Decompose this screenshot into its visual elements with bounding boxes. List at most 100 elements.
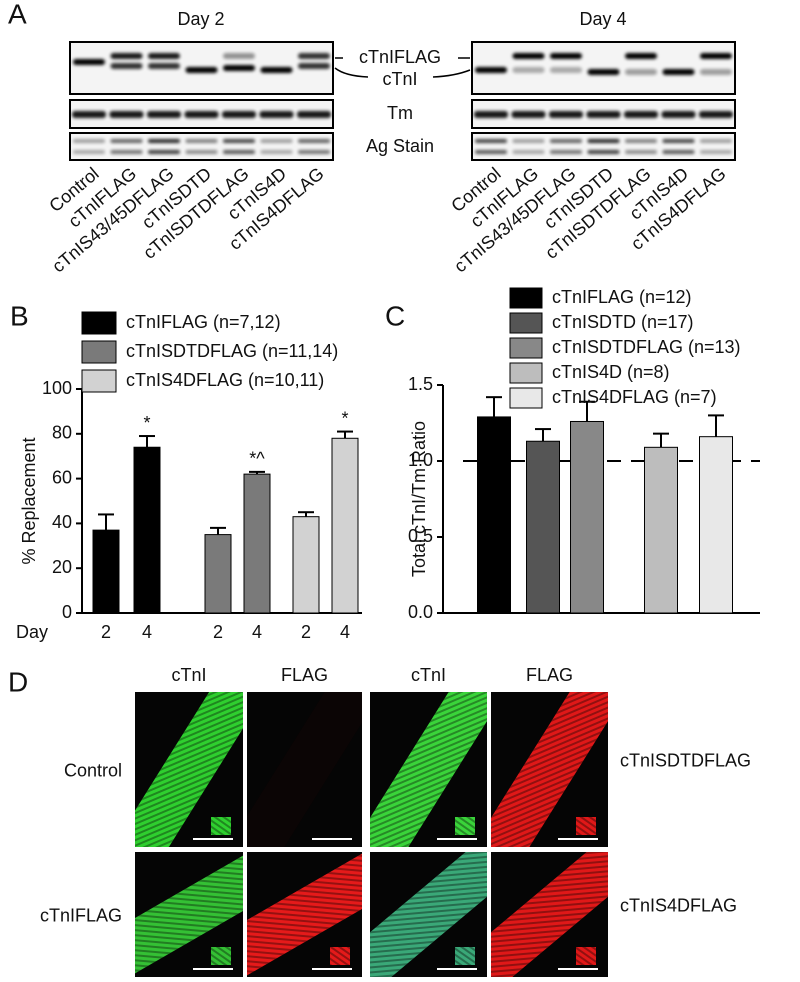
bar [570, 420, 604, 614]
band-pointer [432, 69, 471, 78]
blot-band [625, 150, 657, 154]
blot-band [260, 67, 293, 73]
blot-band [260, 139, 293, 143]
blot-band [700, 69, 732, 75]
x-tick-label: 2 [301, 622, 311, 642]
y-tick-label: 0.5 [408, 526, 433, 546]
legend-label: cTnISDTDFLAG (n=11,14) [126, 341, 338, 361]
blot-band [148, 63, 180, 69]
inset-striations [211, 947, 231, 965]
y-tick-label: 0 [62, 602, 72, 622]
inset-striations [576, 947, 596, 965]
blot-band [550, 150, 582, 154]
inset-striations [455, 947, 475, 965]
y-tick-label: 80 [52, 423, 72, 443]
blot-band [185, 67, 218, 73]
blot-band [625, 53, 657, 59]
column-header: FLAG [281, 665, 328, 685]
y-tick-label: 40 [52, 512, 72, 532]
legend-swatch [81, 369, 117, 393]
micrograph [247, 852, 362, 977]
blot-band [475, 67, 507, 73]
blot-band [298, 150, 330, 154]
cell-striations [491, 852, 608, 977]
band-pointer [334, 67, 369, 78]
legend-label: cTnIFLAG (n=12) [552, 287, 692, 307]
blot-band [512, 139, 545, 143]
blot-band [148, 150, 180, 154]
legend-swatch [81, 340, 117, 364]
blot-band [298, 139, 330, 143]
cell-striations [370, 852, 487, 977]
blot-band [297, 111, 331, 118]
blot-band [587, 150, 620, 154]
x-tick-label: 4 [252, 622, 262, 642]
legend-swatch [509, 312, 543, 334]
blot-frame [69, 132, 334, 161]
inset-striations [211, 817, 231, 835]
blot-band [185, 139, 218, 143]
blot-band [474, 111, 508, 118]
column-header: FLAG [526, 665, 573, 685]
blot-band [586, 111, 621, 118]
blot-band [550, 53, 582, 59]
panel-label: B [10, 300, 29, 331]
bar [477, 416, 511, 614]
blot-band [550, 67, 582, 73]
blot-band [73, 139, 105, 143]
micrograph [491, 852, 608, 977]
x-axis-label: Day [16, 622, 48, 642]
cell-striations [491, 692, 608, 847]
bar [204, 534, 232, 614]
legend-swatch [509, 362, 543, 384]
blot-band [625, 69, 657, 75]
blot-band [72, 111, 106, 118]
y-tick-label: 20 [52, 557, 72, 577]
bar [243, 473, 271, 614]
micrograph [370, 692, 487, 847]
row-label: Control [64, 760, 122, 780]
blot-band [110, 150, 143, 154]
y-tick-label: 100 [42, 378, 72, 398]
day-label: Day 4 [579, 9, 626, 29]
blot-band [110, 63, 143, 69]
blot-band [298, 53, 330, 59]
blot-band [699, 111, 733, 118]
blot-band [223, 65, 255, 71]
micrograph [247, 692, 362, 847]
row-label: cTnIFLAG [40, 905, 122, 925]
micrograph [135, 852, 243, 977]
blot-band [587, 69, 620, 75]
micrograph [370, 852, 487, 977]
blot-band [148, 139, 180, 143]
cell-striations [135, 852, 243, 977]
y-axis-label: % Replacement [19, 437, 39, 564]
blot-band [73, 150, 105, 154]
blot-band [148, 53, 180, 59]
bar [644, 446, 678, 614]
legend-swatch [509, 337, 543, 359]
blot-band [73, 59, 105, 65]
legend-label: cTnIFLAG (n=7,12) [126, 312, 281, 332]
panel-label: D [8, 666, 28, 697]
blot-band [260, 150, 293, 154]
legend-label: cTnIS4DFLAG (n=10,11) [126, 370, 324, 390]
blot-frame [471, 132, 736, 161]
legend-swatch [509, 287, 543, 309]
blot-band [184, 111, 219, 118]
significance-mark: * [341, 408, 348, 428]
blot-band [662, 139, 695, 143]
band-label: cTnI [382, 69, 417, 89]
blot-band [549, 111, 583, 118]
significance-mark: * [143, 413, 150, 433]
blot-band [110, 139, 143, 143]
y-tick-label: 0.0 [408, 602, 433, 622]
micrograph [491, 692, 608, 847]
day-label: Day 2 [177, 9, 224, 29]
legend-label: cTnISDTD (n=17) [552, 312, 694, 332]
blot-band [624, 111, 658, 118]
bar [331, 437, 359, 614]
bar [292, 516, 320, 614]
blot-band [662, 69, 695, 75]
blot-band [511, 111, 546, 118]
